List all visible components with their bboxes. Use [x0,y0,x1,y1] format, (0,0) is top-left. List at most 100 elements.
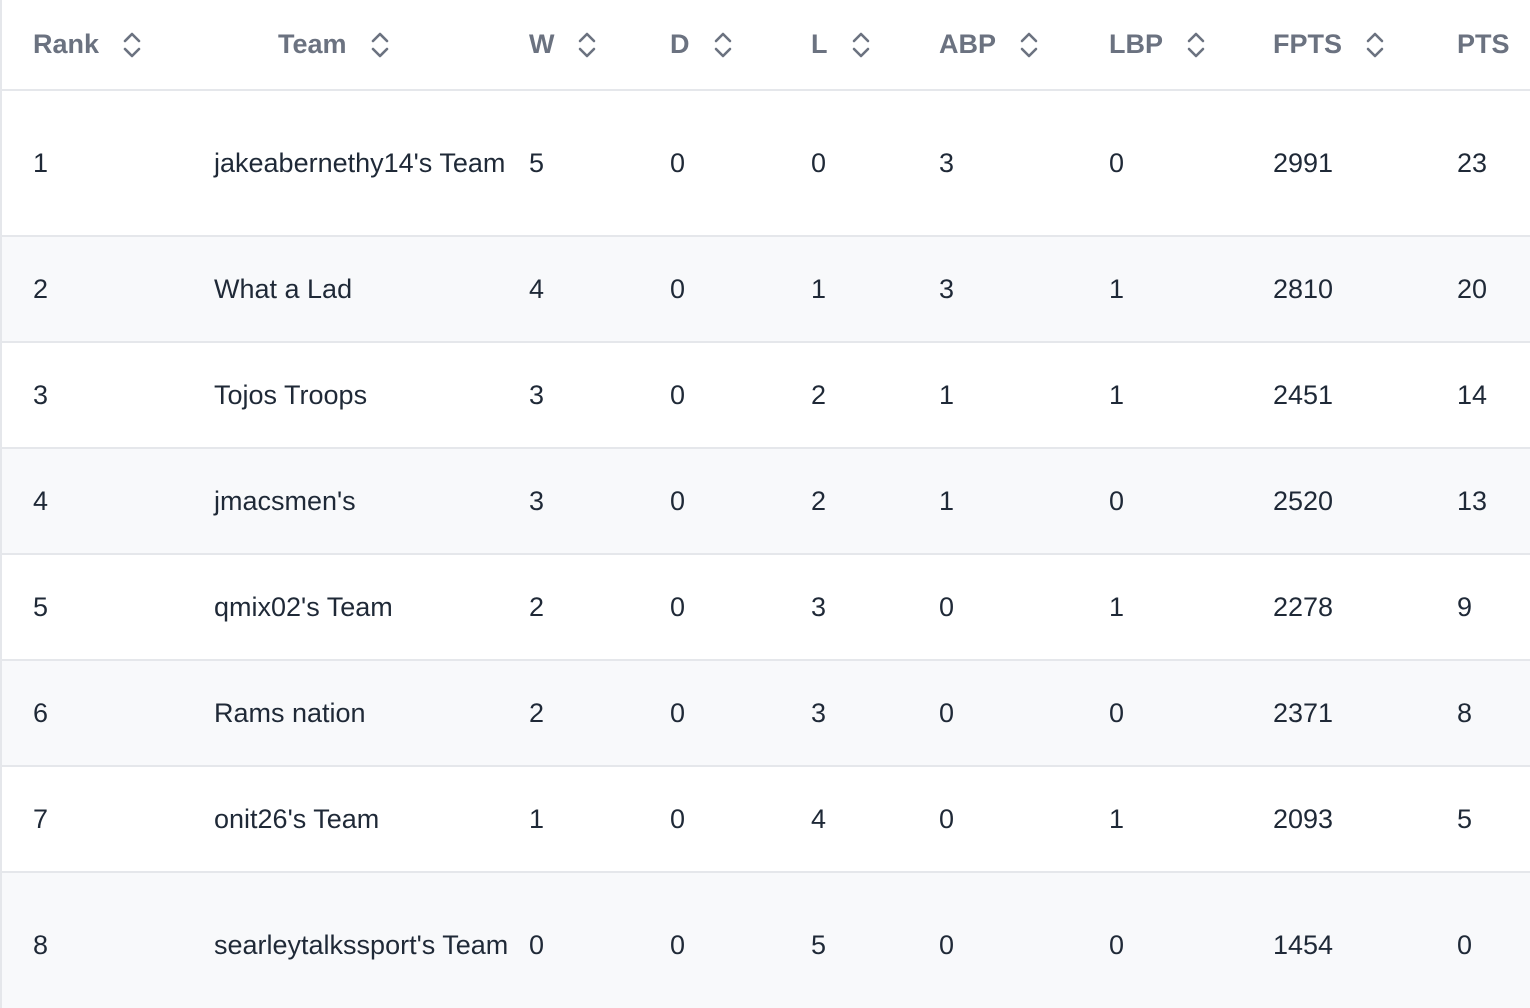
cell-abp: 1 [939,485,955,516]
cell-lbp: 1 [1109,379,1125,410]
sort-chevrons-icon[interactable] [576,31,598,59]
cell-d: 0 [670,147,686,178]
table-row[interactable]: 7 onit26's Team 1 0 4 0 1 2093 5 [2,766,1530,872]
cell-fpts: 1454 [1273,929,1334,960]
column-header-d[interactable]: D [670,0,811,90]
cell-abp: 1 [939,379,955,410]
cell-w: 2 [529,591,545,622]
cell-abp: 0 [939,929,955,960]
cell-team: searleytalkssport's Team [214,930,509,960]
sort-chevrons-icon[interactable] [850,31,872,59]
cell-team: jmacsmen's [214,486,356,516]
cell-d: 0 [670,485,686,516]
cell-w: 3 [529,485,545,516]
cell-abp: 0 [939,697,955,728]
cell-abp: 0 [939,591,955,622]
cell-lbp: 0 [1109,929,1125,960]
cell-pts: 14 [1457,379,1488,410]
cell-d: 0 [670,591,686,622]
cell-fpts: 2991 [1273,147,1334,178]
cell-pts: 23 [1457,147,1488,178]
cell-l: 5 [811,929,827,960]
column-header-label: Rank [33,29,100,59]
cell-pts: 0 [1457,929,1473,960]
sort-chevrons-icon[interactable] [1185,31,1207,59]
cell-fpts: 2278 [1273,591,1334,622]
column-header-label: PTS [1457,29,1510,59]
cell-d: 0 [670,379,686,410]
cell-team: jakeabernethy14's Team [214,148,506,178]
sort-chevrons-icon[interactable] [1018,31,1040,59]
cell-w: 1 [529,803,545,834]
cell-d: 0 [670,803,686,834]
sort-chevrons-icon[interactable] [1364,31,1386,59]
cell-lbp: 1 [1109,273,1125,304]
cell-w: 3 [529,379,545,410]
cell-l: 2 [811,485,827,516]
table-header: Rank Team W D L ABP LBP FPTS PTS [2,0,1530,90]
cell-w: 0 [529,929,545,960]
cell-pts: 5 [1457,803,1473,834]
column-header-label: ABP [939,29,997,59]
table-row[interactable]: 4 jmacsmen's 3 0 2 1 0 2520 13 [2,448,1530,554]
cell-rank: 1 [33,147,49,178]
cell-l: 3 [811,591,827,622]
sort-chevrons-icon[interactable] [712,31,734,59]
cell-rank: 7 [33,803,49,834]
cell-rank: 2 [33,273,49,304]
cell-lbp: 1 [1109,591,1125,622]
column-header-fpts[interactable]: FPTS [1273,0,1457,90]
cell-team: onit26's Team [214,804,380,834]
cell-w: 5 [529,147,545,178]
cell-l: 1 [811,273,827,304]
cell-rank: 3 [33,379,49,410]
column-header-team[interactable]: Team [214,0,529,90]
column-header-lbp[interactable]: LBP [1109,0,1273,90]
cell-fpts: 2451 [1273,379,1334,410]
sort-chevrons-icon[interactable] [121,31,143,59]
cell-team: qmix02's Team [214,592,393,622]
table-row[interactable]: 8 searleytalkssport's Team 0 0 5 0 0 145… [2,872,1530,1008]
cell-l: 4 [811,803,827,834]
cell-lbp: 1 [1109,803,1125,834]
table-row[interactable]: 1 jakeabernethy14's Team 5 0 0 3 0 2991 … [2,90,1530,236]
cell-rank: 6 [33,697,49,728]
table-row[interactable]: 6 Rams nation 2 0 3 0 0 2371 8 [2,660,1530,766]
cell-d: 0 [670,697,686,728]
column-header-label: Team [278,29,347,59]
cell-team: Tojos Troops [214,380,368,410]
cell-rank: 4 [33,485,49,516]
sort-chevrons-icon[interactable] [369,31,391,59]
cell-pts: 8 [1457,697,1473,728]
cell-fpts: 2371 [1273,697,1334,728]
cell-d: 0 [670,273,686,304]
table-body: 1 jakeabernethy14's Team 5 0 0 3 0 2991 … [2,90,1530,1008]
cell-abp: 3 [939,147,955,178]
cell-pts: 9 [1457,591,1473,622]
table-row[interactable]: 5 qmix02's Team 2 0 3 0 1 2278 9 [2,554,1530,660]
cell-team: Rams nation [214,698,366,728]
column-header-abp[interactable]: ABP [939,0,1109,90]
column-header-pts[interactable]: PTS [1457,0,1530,90]
cell-fpts: 2520 [1273,485,1334,516]
cell-l: 2 [811,379,827,410]
cell-team: What a Lad [214,274,353,304]
column-header-l[interactable]: L [811,0,939,90]
cell-l: 0 [811,147,827,178]
column-header-label: W [529,29,555,59]
cell-lbp: 0 [1109,485,1125,516]
header-row: Rank Team W D L ABP LBP FPTS PTS [2,0,1530,90]
table-row[interactable]: 3 Tojos Troops 3 0 2 1 1 2451 14 [2,342,1530,448]
cell-lbp: 0 [1109,147,1125,178]
cell-pts: 20 [1457,273,1488,304]
column-header-label: D [670,29,690,59]
column-header-rank[interactable]: Rank [2,0,214,90]
table-row[interactable]: 2 What a Lad 4 0 1 3 1 2810 20 [2,236,1530,342]
cell-fpts: 2810 [1273,273,1334,304]
cell-lbp: 0 [1109,697,1125,728]
column-header-w[interactable]: W [529,0,670,90]
cell-abp: 0 [939,803,955,834]
cell-rank: 8 [33,929,49,960]
